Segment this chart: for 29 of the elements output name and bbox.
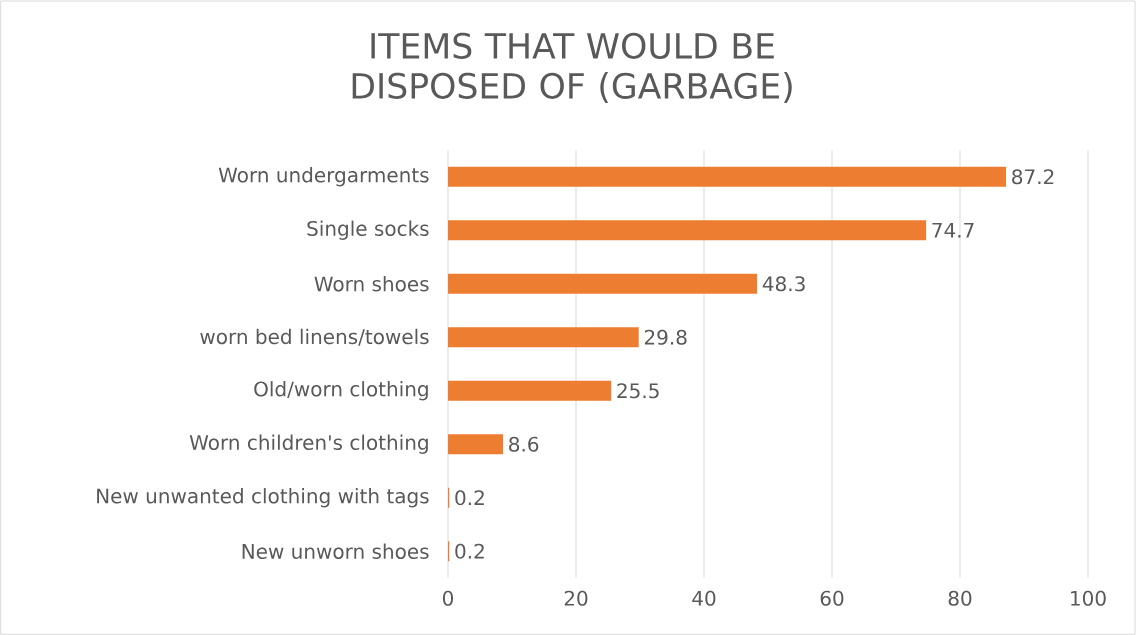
bar	[448, 434, 504, 455]
y-tick-label: New unworn shoes	[242, 543, 429, 559]
data-label: 8.6	[509, 436, 539, 452]
data-label: 25.5	[617, 383, 659, 399]
y-tick-label: Worn shoes	[314, 276, 429, 292]
y-tick-label: Old/worn clothing	[254, 381, 428, 401]
y-tick-label: New unwanted clothing with tags	[97, 488, 429, 508]
x-tick-label: 0	[442, 590, 454, 606]
bar	[448, 327, 639, 348]
x-tick-label: 40	[692, 590, 716, 606]
x-tick-label: 60	[820, 590, 844, 606]
x-tick-label: 80	[948, 590, 972, 606]
data-label: 29.8	[644, 329, 687, 345]
data-label: 0.2	[455, 543, 484, 559]
bar	[448, 273, 758, 294]
y-tick-label: Worn children's clothing	[189, 434, 428, 454]
data-label: 48.3	[762, 276, 805, 292]
y-tick-label: Worn undergarments	[218, 167, 429, 187]
x-tick-label: 20	[564, 590, 588, 606]
bar	[448, 220, 927, 241]
data-label: 87.2	[1012, 169, 1054, 185]
bar	[448, 166, 1007, 187]
chart-title: ITEMS THAT WOULD BE DISPOSED OF (GARBAGE)	[352, 32, 792, 104]
y-tick-label: worn bed linens/towels	[200, 328, 429, 346]
y-tick-label: Single socks	[307, 220, 429, 240]
bar	[448, 380, 612, 401]
data-label: 74.7	[932, 222, 974, 238]
data-label: 0.2	[455, 490, 484, 506]
x-tick-label: 100	[1071, 590, 1106, 606]
